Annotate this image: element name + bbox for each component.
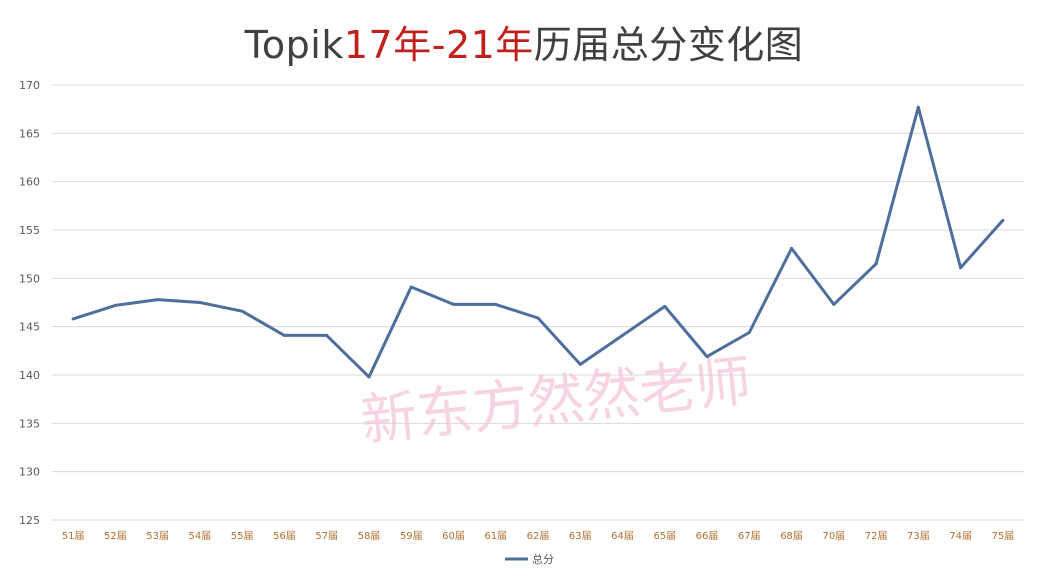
x-tick-label: 66届 [696, 530, 719, 542]
x-tick-label: 57届 [315, 530, 338, 542]
x-tick-label: 59届 [400, 530, 423, 542]
data-point [536, 316, 540, 320]
y-tick-label: 150 [19, 272, 40, 285]
x-tick-label: 52届 [104, 530, 127, 542]
x-tick-label: 56届 [273, 530, 296, 542]
gridlines [52, 84, 1024, 521]
data-point [663, 304, 667, 308]
data-point [367, 375, 371, 379]
data-point [494, 302, 498, 306]
data-point [874, 262, 878, 266]
legend: 总分 [505, 552, 554, 566]
data-point [113, 303, 117, 307]
data-point [282, 333, 286, 337]
x-tick-label: 70届 [822, 530, 845, 542]
data-point [705, 355, 709, 359]
data-point [916, 105, 920, 109]
data-point [156, 298, 160, 302]
x-tick-label: 53届 [146, 530, 169, 542]
x-tick-label: 51届 [62, 530, 85, 542]
data-point [747, 330, 751, 334]
data-point [578, 362, 582, 366]
x-tick-label: 64届 [611, 530, 634, 542]
y-tick-label: 135 [19, 417, 40, 430]
y-tick-label: 140 [19, 369, 40, 382]
y-tick-label: 145 [19, 321, 40, 334]
x-tick-label: 65届 [653, 530, 676, 542]
x-tick-label: 61届 [484, 530, 507, 542]
data-point [790, 246, 794, 250]
y-tick-label: 160 [19, 176, 40, 189]
data-point [409, 285, 413, 289]
y-tick-label: 170 [19, 79, 40, 92]
series-layer [71, 105, 1005, 379]
data-point [451, 302, 455, 306]
data-point [198, 301, 202, 304]
x-tick-label: 63届 [569, 530, 592, 542]
data-point [71, 317, 75, 321]
x-tick-label: 72届 [865, 530, 888, 542]
data-point [325, 333, 329, 337]
y-tick-label: 165 [19, 127, 40, 140]
watermark-text: 新东方然然老师 [358, 349, 755, 455]
data-point [621, 333, 625, 337]
data-point [959, 266, 963, 270]
x-tick-label: 54届 [189, 530, 212, 542]
data-point [832, 302, 836, 306]
x-tick-label: 73届 [907, 530, 930, 542]
series-line [72, 105, 1005, 379]
y-axis-ticks: 125 130 135 140 145 150 155 160 165 170 [19, 79, 40, 527]
data-point [1001, 218, 1005, 222]
chart-title: Topik17年-21年历届总分变化图 [0, 14, 1048, 69]
x-tick-label: 55届 [231, 530, 254, 542]
y-tick-label: 125 [19, 514, 40, 527]
y-tick-label: 155 [19, 224, 40, 237]
x-tick-label: 58届 [358, 530, 381, 542]
x-tick-label: 74届 [949, 530, 972, 542]
y-tick-label: 130 [19, 466, 40, 479]
legend-label: 总分 [532, 552, 554, 566]
x-axis-ticks: 51届 52届 53届 54届 55届 56届 57届 58届 59届 60届 61届 62届 63届 6… [62, 530, 1014, 542]
x-tick-label: 68届 [780, 530, 803, 542]
title-suffix: 历届总分变化图 [533, 23, 804, 67]
x-tick-label: 75届 [992, 530, 1015, 542]
data-point [240, 309, 244, 313]
x-tick-label: 67届 [738, 530, 761, 542]
title-prefix: Topik [244, 23, 344, 67]
x-tick-label: 60届 [442, 530, 465, 542]
title-highlight: 17年-21年 [343, 23, 534, 67]
x-tick-label: 62届 [527, 530, 550, 542]
